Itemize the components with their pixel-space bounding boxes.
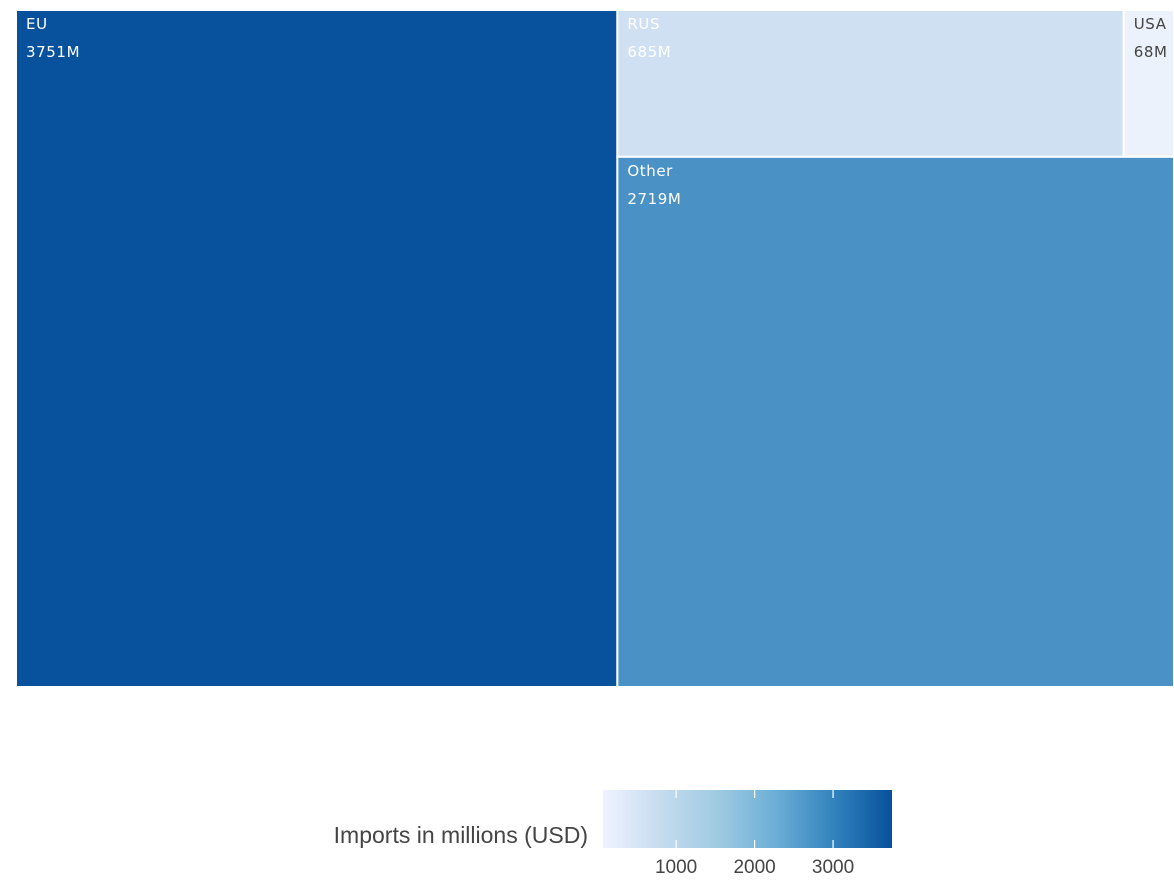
- treemap-tile-rus[interactable]: RUS 685M: [616, 9, 1125, 158]
- colorbar: Imports in millions (USD) 1000 2000 3000: [334, 790, 892, 878]
- treemap-tile-usa[interactable]: USA 68M: [1122, 9, 1174, 158]
- tile-value-other: 2719M: [627, 190, 681, 208]
- tile-label-rus: RUS: [627, 15, 660, 33]
- tile-label-eu: EU: [26, 15, 48, 33]
- tile-rect-eu[interactable]: [15, 9, 619, 688]
- colorbar-ticks: 1000 2000 3000: [655, 790, 854, 878]
- colorbar-tick-label: 2000: [733, 857, 775, 878]
- tile-label-other: Other: [627, 162, 673, 180]
- tile-rect-other[interactable]: [616, 155, 1174, 688]
- treemap-tile-eu[interactable]: EU 3751M: [15, 9, 619, 688]
- tile-rect-usa[interactable]: [1122, 9, 1174, 158]
- colorbar-bar: [603, 790, 892, 848]
- tile-label-usa: USA: [1134, 15, 1167, 33]
- tile-value-usa: 68M: [1134, 43, 1168, 61]
- colorbar-tick-label: 1000: [655, 857, 697, 878]
- tile-value-eu: 3751M: [26, 43, 80, 61]
- colorbar-title: Imports in millions (USD): [334, 822, 588, 848]
- treemap-tiles: EU 3751M RUS 685M USA 68M Other 2719M: [15, 9, 1174, 688]
- treemap-tile-other[interactable]: Other 2719M: [616, 155, 1174, 688]
- colorbar-tick-label: 3000: [812, 857, 854, 878]
- tile-value-rus: 685M: [627, 43, 671, 61]
- tile-rect-rus[interactable]: [616, 9, 1125, 158]
